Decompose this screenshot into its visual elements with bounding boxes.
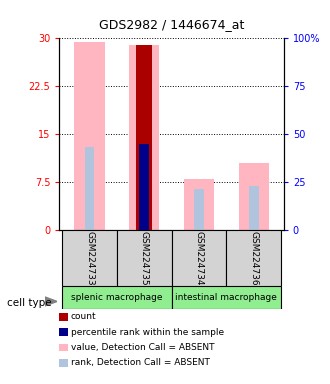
Bar — [172, 286, 281, 309]
Bar — [249, 185, 259, 230]
Bar — [194, 189, 204, 230]
Text: GSM224734: GSM224734 — [194, 231, 204, 285]
Bar — [239, 163, 269, 230]
Bar — [117, 230, 172, 286]
Text: splenic macrophage: splenic macrophage — [71, 293, 163, 302]
Bar — [172, 230, 226, 286]
Bar — [184, 179, 214, 230]
Bar — [62, 230, 117, 286]
Bar — [62, 286, 172, 309]
Bar — [129, 45, 159, 230]
Text: rank, Detection Call = ABSENT: rank, Detection Call = ABSENT — [71, 358, 210, 367]
Text: percentile rank within the sample: percentile rank within the sample — [71, 328, 224, 337]
Text: count: count — [71, 312, 97, 321]
Text: GSM224736: GSM224736 — [249, 231, 258, 286]
Bar — [84, 147, 94, 230]
Text: value, Detection Call = ABSENT: value, Detection Call = ABSENT — [71, 343, 214, 352]
Text: intestinal macrophage: intestinal macrophage — [175, 293, 277, 302]
Bar — [136, 45, 152, 230]
Polygon shape — [45, 297, 57, 306]
Text: GSM224733: GSM224733 — [85, 231, 94, 286]
Bar — [139, 144, 149, 230]
Bar — [75, 41, 105, 230]
Text: cell type: cell type — [7, 298, 51, 308]
Bar — [226, 230, 281, 286]
Text: GDS2982 / 1446674_at: GDS2982 / 1446674_at — [99, 18, 244, 31]
Text: GSM224735: GSM224735 — [140, 231, 149, 286]
Bar — [139, 144, 149, 230]
